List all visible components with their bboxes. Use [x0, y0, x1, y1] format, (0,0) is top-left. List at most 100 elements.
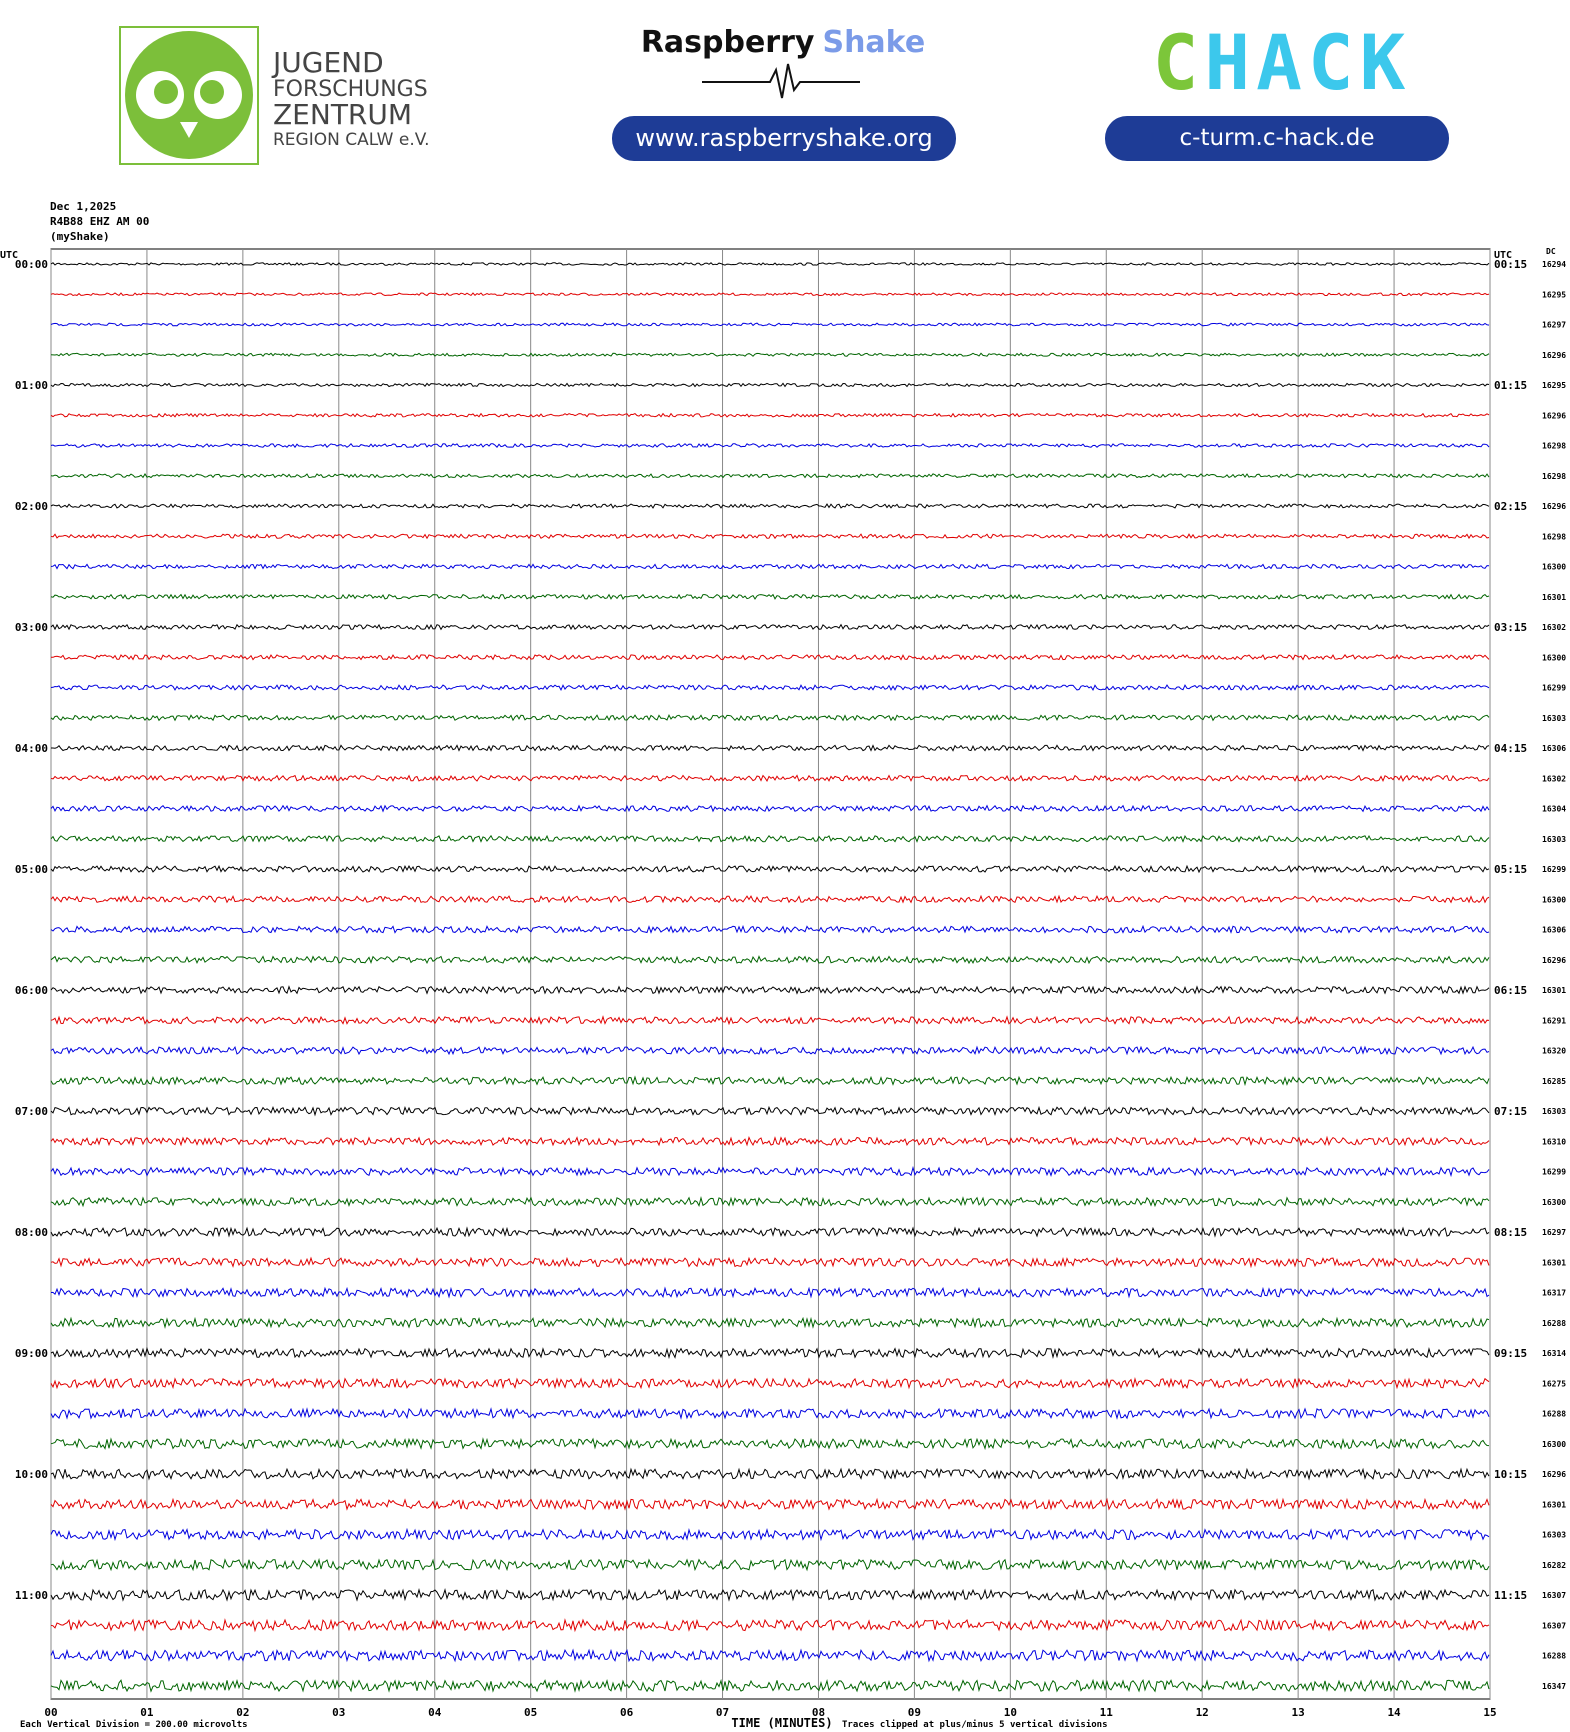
x-tick-label: 05: [524, 1706, 537, 1719]
dc-value: 16288: [1542, 1319, 1566, 1328]
x-tick-label: 03: [332, 1706, 345, 1719]
dc-value: 16298: [1542, 472, 1566, 481]
dc-value: 16303: [1542, 835, 1566, 844]
left-time: 10:00: [15, 1468, 48, 1481]
left-time: 02:00: [15, 500, 48, 513]
right-time: 06:15: [1494, 984, 1527, 997]
trace: [50, 1105, 1490, 1117]
dc-value: 16288: [1542, 1410, 1566, 1419]
dc-value: 16310: [1542, 1137, 1566, 1146]
dc-value: 16320: [1542, 1047, 1566, 1056]
trace: [50, 473, 1490, 479]
trace: [50, 1527, 1490, 1542]
left-time: 05:00: [15, 863, 48, 876]
right-time: 03:15: [1494, 621, 1527, 634]
right-header: UTC: [1494, 250, 1512, 261]
trace: [50, 1075, 1490, 1087]
trace: [50, 442, 1490, 449]
dc-value: 16304: [1542, 805, 1566, 814]
dc-value: 16295: [1542, 290, 1566, 299]
dc-value: 16306: [1542, 744, 1566, 753]
x-tick-label: 15: [1483, 1706, 1496, 1719]
trace: [50, 623, 1490, 631]
trace: [50, 503, 1490, 509]
trace: [50, 292, 1490, 297]
dc-value: 16303: [1542, 714, 1566, 723]
jfz-text: ZENTRUM: [273, 98, 412, 131]
dc-value: 16299: [1542, 865, 1566, 874]
right-time: 05:15: [1494, 863, 1527, 876]
dc-value: 16317: [1542, 1289, 1566, 1298]
trace: [50, 834, 1490, 843]
dc-value: 16295: [1542, 381, 1566, 390]
trace: [50, 382, 1490, 388]
trace: [50, 894, 1490, 904]
date: Dec 1,2025: [50, 200, 116, 213]
chack-logo: CHACK: [1153, 18, 1412, 107]
trace: [50, 864, 1490, 874]
chack-url[interactable]: c-turm.c-hack.de: [1180, 125, 1375, 151]
dc-value: 16347: [1542, 1682, 1566, 1691]
plot-frame: [50, 248, 1491, 1700]
left-time: 08:00: [15, 1226, 48, 1239]
right-time: 00:15: [1494, 258, 1527, 271]
dc-value: 16296: [1542, 502, 1566, 511]
rs-url[interactable]: www.raspberryshake.org: [635, 124, 932, 152]
dc-value: 16285: [1542, 1077, 1566, 1086]
right-time: 01:15: [1494, 379, 1527, 392]
trace: [50, 955, 1490, 965]
right-time: 10:15: [1494, 1468, 1527, 1481]
rs-title-b: Shake: [822, 25, 925, 60]
rs-pill: [612, 116, 956, 161]
trace: [50, 593, 1490, 600]
left-time: 07:00: [15, 1105, 48, 1118]
x-tick-label: 01: [140, 1706, 154, 1719]
trace: [50, 985, 1490, 995]
dc-value: 16299: [1542, 684, 1566, 693]
rs-title: Raspberry Shake: [641, 25, 925, 60]
trace: [50, 924, 1490, 935]
x-tick-label: 00: [44, 1706, 57, 1719]
rs-wave: [702, 63, 860, 99]
dc-value: 16301: [1542, 986, 1566, 995]
jfz-logo: [119, 26, 259, 165]
dc-value: 16298: [1542, 442, 1566, 451]
trace: [50, 352, 1490, 358]
trace: [50, 804, 1490, 813]
trace: [50, 1557, 1490, 1572]
trace: [50, 1497, 1490, 1511]
trace: [50, 322, 1490, 327]
x-tick-label: 02: [236, 1706, 249, 1719]
trace: [50, 774, 1490, 783]
dc-value: 16296: [1542, 1470, 1566, 1479]
trace: [50, 1618, 1490, 1633]
left-time: 03:00: [15, 621, 48, 634]
dc-value: 16307: [1542, 1621, 1566, 1630]
footer-left: Each Vertical Division = 200.00 microvol…: [20, 1719, 248, 1730]
trace: [50, 714, 1490, 722]
right-time: 11:15: [1494, 1589, 1527, 1602]
x-tick-label: 10: [1004, 1706, 1017, 1719]
trace: [50, 412, 1490, 418]
x-tick-label: 08: [812, 1706, 825, 1719]
x-tick-label: 11: [1100, 1706, 1114, 1719]
x-tick-label: 12: [1196, 1706, 1209, 1719]
x-tick-label: 09: [908, 1706, 921, 1719]
dc-value: 16301: [1542, 1500, 1566, 1509]
left-header: UTC: [0, 250, 18, 261]
trace: [50, 1226, 1490, 1238]
trace: [50, 1678, 1490, 1693]
trace: [50, 533, 1490, 540]
x-tick-label: 04: [428, 1706, 442, 1719]
dc-value: 16300: [1542, 1440, 1566, 1449]
station: R4B88 EHZ AM 00: [50, 215, 149, 228]
left-time: 00:00: [15, 258, 48, 271]
chack-b: HACK: [1204, 18, 1411, 107]
dc-value: 16302: [1542, 774, 1566, 783]
left-time: 04:00: [15, 742, 48, 755]
trace: [50, 1135, 1490, 1147]
x-label: TIME (MINUTES): [731, 1716, 832, 1730]
trace: [50, 1437, 1490, 1451]
dc-value: 16288: [1542, 1652, 1566, 1661]
